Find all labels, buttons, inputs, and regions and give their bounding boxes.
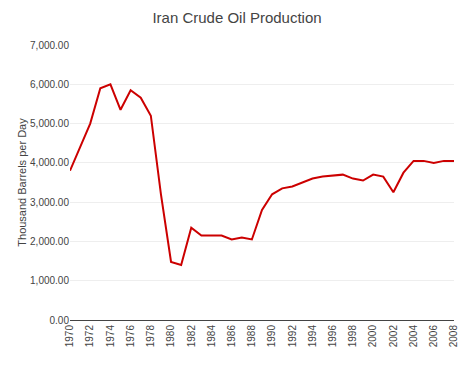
svg-text:6,000.00: 6,000.00: [30, 79, 69, 90]
svg-text:2008: 2008: [448, 325, 459, 348]
svg-text:1974: 1974: [105, 325, 116, 348]
svg-text:3,000.00: 3,000.00: [30, 197, 69, 208]
svg-text:5,000.00: 5,000.00: [30, 118, 69, 129]
svg-text:1996: 1996: [327, 325, 338, 348]
svg-text:1976: 1976: [125, 325, 136, 348]
svg-text:1970: 1970: [64, 325, 75, 348]
svg-text:0.00: 0.00: [50, 315, 70, 326]
svg-text:2006: 2006: [428, 325, 439, 348]
svg-text:1982: 1982: [186, 325, 197, 348]
svg-text:4,000.00: 4,000.00: [30, 157, 69, 168]
svg-text:7,000.00: 7,000.00: [30, 40, 69, 51]
svg-text:1998: 1998: [347, 325, 358, 348]
svg-text:Iran Crude Oil Production: Iran Crude Oil Production: [152, 9, 321, 26]
svg-text:1990: 1990: [266, 325, 277, 348]
svg-text:1988: 1988: [246, 325, 257, 348]
svg-text:2004: 2004: [408, 325, 419, 348]
svg-text:1986: 1986: [226, 325, 237, 348]
svg-text:1980: 1980: [165, 325, 176, 348]
svg-text:1,000.00: 1,000.00: [30, 275, 69, 286]
svg-text:Thousand Barrels per Day: Thousand Barrels per Day: [16, 118, 28, 247]
svg-text:1994: 1994: [307, 325, 318, 348]
svg-text:1984: 1984: [206, 325, 217, 348]
svg-text:2,000.00: 2,000.00: [30, 236, 69, 247]
svg-text:1978: 1978: [145, 325, 156, 348]
svg-text:2000: 2000: [367, 325, 378, 348]
svg-text:1972: 1972: [84, 325, 95, 348]
svg-text:1992: 1992: [287, 325, 298, 348]
svg-text:2002: 2002: [388, 325, 399, 348]
